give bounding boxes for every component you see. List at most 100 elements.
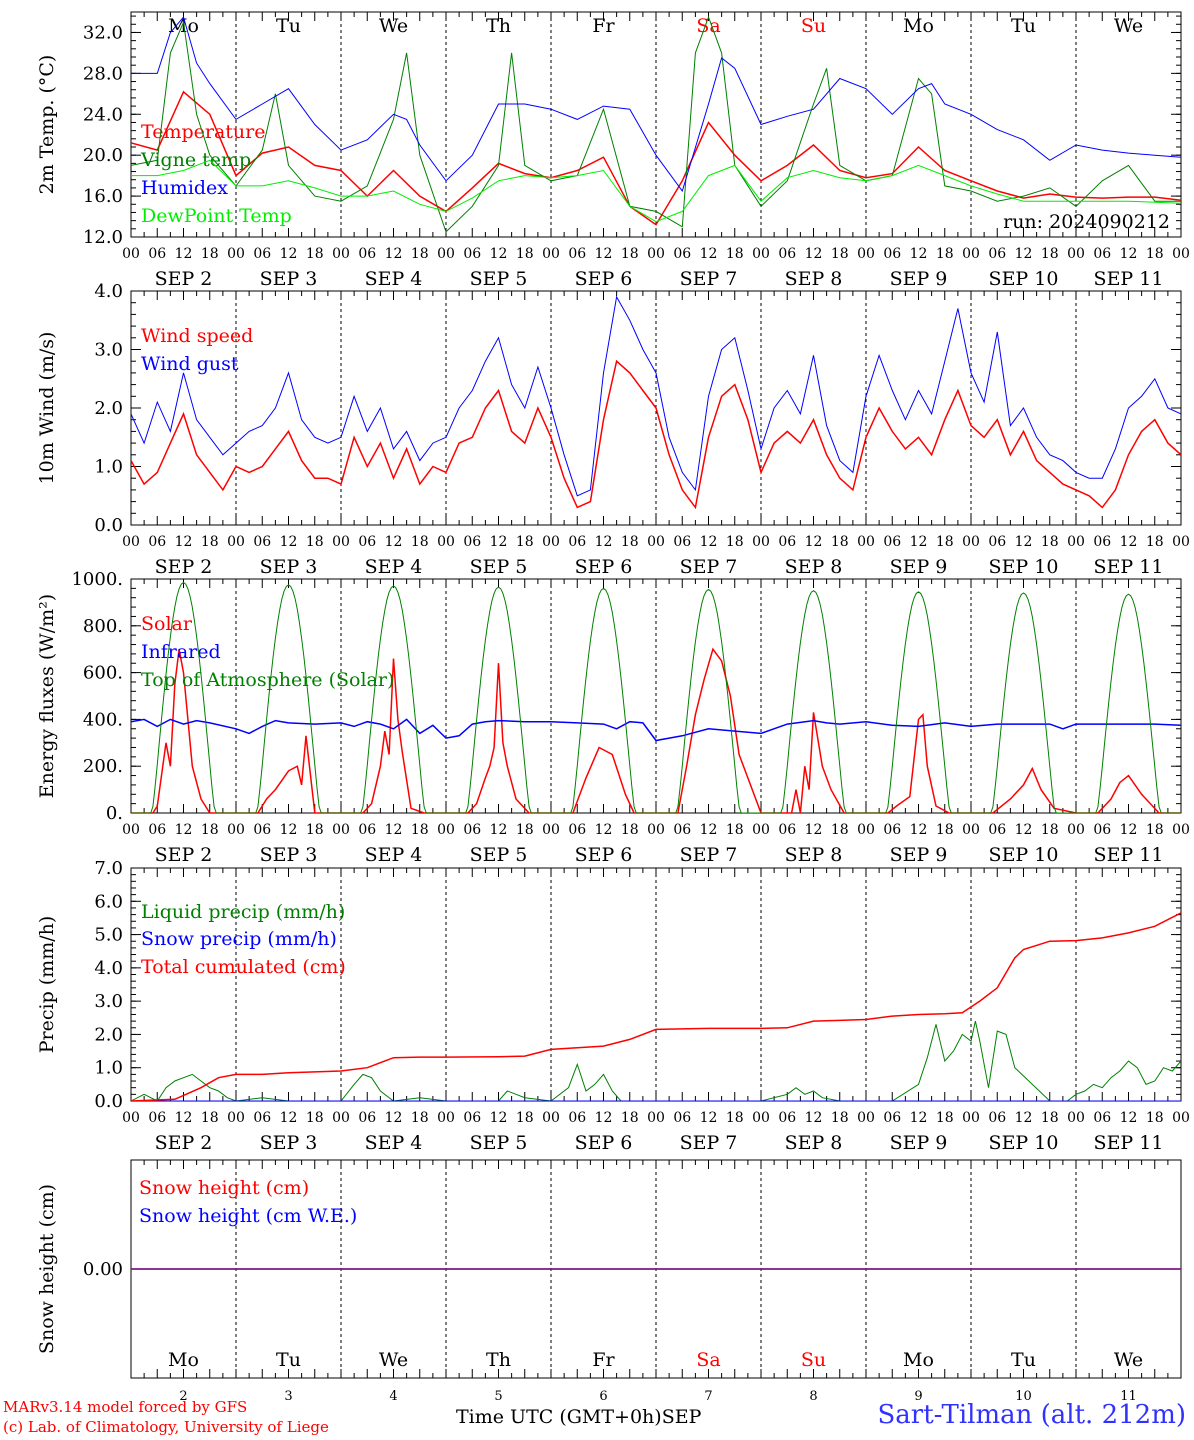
y-tick-label: 800.: [83, 616, 123, 637]
hour-tick-label: 18: [411, 534, 429, 550]
y-axis-label: 2m Temp. (°C): [36, 55, 58, 195]
hour-tick-label: 12: [175, 822, 193, 838]
hour-tick-label: 18: [201, 1110, 219, 1126]
hour-tick-label: 06: [778, 246, 796, 262]
hour-tick-label: 12: [1120, 1110, 1138, 1126]
hour-tick-label: 18: [516, 246, 534, 262]
hour-tick-label: 12: [385, 1110, 403, 1126]
hour-tick-label: 00: [332, 534, 350, 550]
day-number-label: 11: [1120, 1389, 1137, 1404]
y-tick-label: 1000.: [71, 569, 123, 590]
hour-tick-label: 06: [463, 534, 481, 550]
hour-tick-label: 12: [595, 246, 613, 262]
legend-entry: DewPoint Temp: [141, 205, 292, 227]
day-label: SEP 6: [575, 844, 633, 866]
hour-tick-label: 06: [988, 534, 1006, 550]
hour-tick-label: 12: [805, 822, 823, 838]
legend-entry: Liquid precip (mm/h): [141, 901, 345, 923]
hour-tick-label: 00: [122, 246, 140, 262]
hour-tick-label: 18: [411, 822, 429, 838]
series-line-wind-gust: [131, 295, 1181, 497]
hour-tick-label: 06: [673, 246, 691, 262]
hour-tick-label: 06: [253, 822, 271, 838]
day-label: SEP 11: [1094, 556, 1164, 578]
weekday-label: Su: [801, 1349, 826, 1371]
legend-entry: Vigne temp: [140, 149, 251, 171]
hour-tick-label: 18: [831, 1110, 849, 1126]
hour-tick-label: 12: [595, 1110, 613, 1126]
hour-tick-label: 00: [542, 822, 560, 838]
hour-tick-label: 06: [463, 1110, 481, 1126]
y-tick-label: 24.0: [83, 104, 123, 125]
hour-tick-label: 06: [778, 1110, 796, 1126]
hour-tick-label: 18: [936, 1110, 954, 1126]
hour-tick-label: 18: [936, 534, 954, 550]
hour-tick-label: 00: [437, 822, 455, 838]
weekday-label: Fr: [592, 15, 615, 37]
hour-tick-label: 18: [621, 1110, 639, 1126]
panel-3: 0. 200. 400. 600. 800. 1000. Energy fluxes (W/…: [36, 569, 1190, 866]
day-label: SEP 8: [785, 1132, 843, 1154]
y-tick-label: 12.0: [83, 227, 123, 248]
hour-tick-label: 06: [883, 534, 901, 550]
hour-tick-label: 00: [752, 1110, 770, 1126]
hour-tick-label: 06: [883, 1110, 901, 1126]
series-line-total-cumulated-cm: [131, 912, 1181, 1101]
weekday-label: Mo: [903, 1349, 934, 1371]
hour-tick-label: 06: [988, 246, 1006, 262]
day-label: SEP 5: [470, 1132, 528, 1154]
legend-entry: Snow height (cm W.E.): [139, 1205, 357, 1227]
hour-tick-label: 18: [201, 534, 219, 550]
hour-tick-label: 12: [1015, 534, 1033, 550]
weekday-label: Su: [801, 15, 826, 37]
day-number-label: 2: [179, 1389, 187, 1404]
hour-tick-label: 18: [306, 822, 324, 838]
legend-entry: Top of Atmosphere (Solar): [141, 669, 394, 691]
weekday-label: Mo: [168, 1349, 199, 1371]
hour-tick-label: 06: [673, 822, 691, 838]
hour-tick-label: 12: [1120, 246, 1138, 262]
hour-tick-label: 12: [385, 534, 403, 550]
series-line-vigne-temp: [131, 15, 1181, 233]
hour-tick-label: 18: [411, 1110, 429, 1126]
hour-tick-label: 12: [385, 246, 403, 262]
hour-tick-label: 12: [700, 534, 718, 550]
weekday-label: We: [1114, 15, 1143, 37]
weekday-label: Sa: [696, 15, 720, 37]
y-tick-label: 600.: [83, 663, 123, 684]
hour-tick-label: 00: [332, 1110, 350, 1126]
day-label: SEP 11: [1094, 268, 1164, 290]
y-tick-label: 0.0: [94, 515, 123, 536]
day-label: SEP 2: [155, 844, 213, 866]
hour-tick-label: 00: [437, 534, 455, 550]
hour-tick-label: 12: [805, 246, 823, 262]
station-name: Sart-Tilman (alt. 212m): [877, 1400, 1186, 1430]
day-label: SEP 6: [575, 556, 633, 578]
hour-tick-label: 18: [726, 1110, 744, 1126]
hour-tick-label: 18: [621, 246, 639, 262]
legend-entry: Snow precip (mm/h): [141, 928, 337, 950]
hour-tick-label: 00: [1172, 246, 1190, 262]
hour-tick-label: 06: [253, 1110, 271, 1126]
hour-tick-label: 12: [280, 246, 298, 262]
y-tick-label: 7.0: [94, 858, 123, 879]
hour-tick-label: 00: [1067, 822, 1085, 838]
hour-tick-label: 00: [647, 534, 665, 550]
day-label: SEP 8: [785, 268, 843, 290]
hour-tick-label: 00: [122, 822, 140, 838]
day-label: SEP 9: [890, 556, 948, 578]
hour-tick-label: 00: [962, 1110, 980, 1126]
day-label: SEP 3: [260, 844, 318, 866]
day-number-label: 5: [494, 1389, 502, 1404]
day-label: SEP 3: [260, 268, 318, 290]
y-tick-label: 16.0: [83, 186, 123, 207]
panel-2: 0.0 1.0 2.0 3.0 4.0 10m Wind (m/s) 00 06 12 18 00 0…: [36, 281, 1190, 578]
run-label: run: 2024090212: [1003, 211, 1170, 233]
y-axis-label: Precip (mm/h): [36, 916, 58, 1054]
weekday-label: We: [379, 15, 408, 37]
hour-tick-label: 18: [201, 822, 219, 838]
hour-tick-label: 06: [253, 246, 271, 262]
weekday-label: Mo: [168, 15, 199, 37]
hour-tick-label: 12: [1015, 246, 1033, 262]
